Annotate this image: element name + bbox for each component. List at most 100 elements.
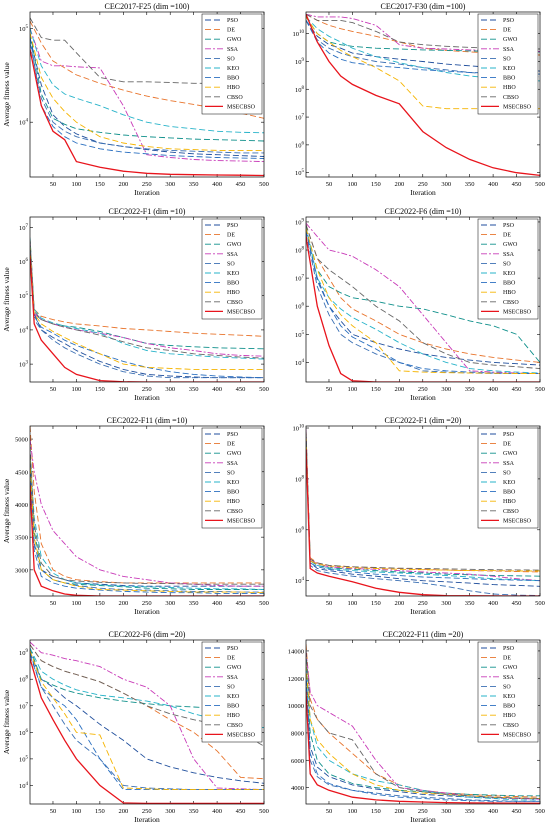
x-tick-label: 100 <box>348 600 358 607</box>
x-tick-label: 400 <box>212 600 222 607</box>
legend-label: PSO <box>227 432 239 438</box>
y-tick-label: 10000 <box>288 703 304 710</box>
x-tick-label: 450 <box>236 181 246 188</box>
series-line-msecbso <box>306 236 540 382</box>
y-tick-label: 3000 <box>15 567 28 574</box>
legend-label: BBO <box>503 76 516 82</box>
legend-label: KEO <box>227 694 240 700</box>
x-tick-label: 250 <box>142 386 152 393</box>
x-tick-label: 200 <box>394 386 404 393</box>
x-tick-label: 350 <box>465 808 475 815</box>
plot-frame <box>29 216 265 383</box>
legend-label: GWO <box>227 665 242 671</box>
x-tick-label: 350 <box>465 386 475 393</box>
legend-label: HBO <box>503 713 516 719</box>
x-tick-label: 450 <box>512 386 522 393</box>
x-tick-label: 400 <box>488 386 498 393</box>
series-line-pso <box>30 37 264 157</box>
series-line-gwo <box>30 245 264 350</box>
y-tick-label: 107 <box>295 114 305 122</box>
legend-label: CBSO <box>503 723 519 729</box>
y-tick-label: 107 <box>19 702 29 710</box>
y-tick-label: 12000 <box>288 676 304 683</box>
legend-label: SO <box>503 56 511 62</box>
x-tick-label: 250 <box>418 386 428 393</box>
legend-label: SO <box>503 684 511 690</box>
x-tick-label: 300 <box>441 386 451 393</box>
series-line-hbo <box>30 32 264 151</box>
series-group <box>30 17 264 177</box>
chart-title: CEC2022-F6 (dim =10) <box>385 207 462 216</box>
legend: PSO DE GWO SSA SO KEO BBO HBO CBSO MSECBSO <box>201 13 263 115</box>
y-tick-label: 104 <box>295 577 305 585</box>
x-tick-label: 100 <box>72 386 82 393</box>
plot-frame <box>305 639 541 805</box>
y-tick-label: 8000 <box>291 730 304 737</box>
x-tick-label: 200 <box>118 386 128 393</box>
series-line-keo <box>306 433 540 582</box>
x-tick-label: 50 <box>50 181 57 188</box>
x-axis-label: Iteration <box>410 607 436 616</box>
x-tick-label: 100 <box>348 181 358 188</box>
legend-label: CBSO <box>503 509 519 515</box>
y-tick-label: 109 <box>295 218 305 226</box>
series-line-ssa <box>30 641 264 791</box>
y-axis-label: Average fitness value <box>2 62 11 127</box>
series-group <box>30 426 264 596</box>
series-line-hbo <box>306 228 540 374</box>
x-tick-label: 100 <box>72 808 82 815</box>
series-line-gwo <box>306 228 540 363</box>
legend: PSO DE GWO SSA SO KEO BBO HBO CBSO MSECBSO <box>477 641 539 743</box>
legend-label: BBO <box>227 704 240 710</box>
x-tick-label: 100 <box>72 181 82 188</box>
x-tick-label: 350 <box>189 386 199 393</box>
series-line-keo <box>306 657 540 801</box>
x-tick-label: 300 <box>165 808 175 815</box>
series-line-so <box>30 251 264 379</box>
legend-box <box>201 218 263 320</box>
x-tick-label: 50 <box>326 600 333 607</box>
x-tick-label: 500 <box>259 600 269 607</box>
x-axis-label: Iteration <box>134 393 160 402</box>
x-tick-label: 150 <box>95 600 105 607</box>
x-tick-label: 250 <box>142 808 152 815</box>
x-axis-label: Iteration <box>410 815 436 824</box>
y-tick-label: 105 <box>19 755 29 763</box>
x-tick-label: 500 <box>535 808 545 815</box>
y-tick-label: 109 <box>295 58 305 66</box>
y-tick-label: 1010 <box>293 425 305 433</box>
legend-label: PSO <box>503 223 515 229</box>
legend-label: KEO <box>503 66 516 72</box>
x-axis-label: Iteration <box>134 607 160 616</box>
x-tick-label: 50 <box>326 386 333 393</box>
legend-label: KEO <box>227 480 240 486</box>
legend-label: GWO <box>227 37 242 43</box>
series-group <box>306 429 540 596</box>
x-tick-label: 300 <box>441 600 451 607</box>
legend-label: DE <box>227 233 235 239</box>
x-axis-label: Iteration <box>410 393 436 402</box>
x-tick-label: 400 <box>212 808 222 815</box>
x-axis-label: Iteration <box>134 188 160 197</box>
y-tick-label: 104 <box>19 326 29 334</box>
x-tick-label: 250 <box>418 181 428 188</box>
plot-frame <box>29 425 265 597</box>
legend-label: GWO <box>503 451 518 457</box>
y-tick-label: 105 <box>295 331 305 339</box>
legend-label: DE <box>503 28 511 34</box>
x-tick-label: 150 <box>95 808 105 815</box>
x-tick-label: 250 <box>418 600 428 607</box>
legend: PSO DE GWO SSA SO KEO BBO HBO CBSO MSECBSO <box>201 218 263 320</box>
series-line-keo <box>30 28 264 134</box>
legend-label: PSO <box>503 646 515 652</box>
y-tick-label: 106 <box>295 303 305 311</box>
x-tick-label: 300 <box>165 181 175 188</box>
plot-frame <box>305 425 541 597</box>
series-group <box>30 237 264 382</box>
series-line-gwo <box>30 32 264 142</box>
chart-panel-1: CEC2017-F25 (dim =100) 50 100 150 200 250 300 3… <box>2 2 269 197</box>
y-axis-label: Average fitness value <box>2 689 11 754</box>
legend-label: CBSO <box>227 300 243 306</box>
legend-label: BBO <box>227 76 240 82</box>
legend-label: KEO <box>227 271 240 277</box>
